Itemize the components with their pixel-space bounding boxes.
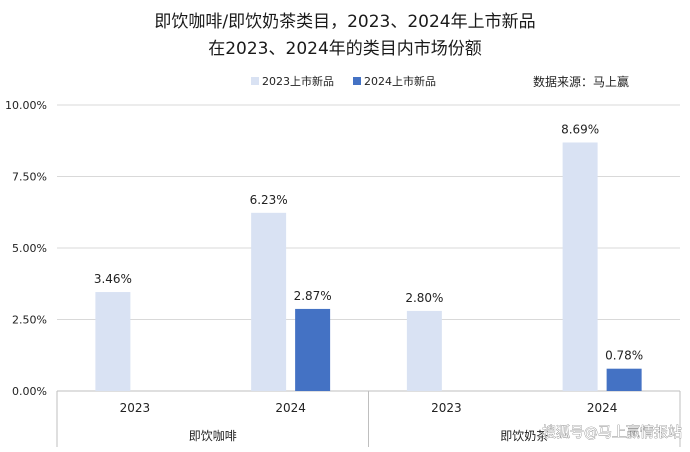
legend-label-2024: 2024上市新品 <box>364 74 436 88</box>
bar-1-0-0 <box>406 310 442 391</box>
bar-0-0-0 <box>95 292 131 391</box>
legend-swatch-2023 <box>251 77 259 85</box>
x-group-label: 即饮奶茶 <box>500 428 548 443</box>
legend-swatch-2024 <box>353 77 361 85</box>
data-label: 2.87% <box>294 289 332 303</box>
x-year-label: 2024 <box>587 401 618 415</box>
chart-title-line2: 在2023、2024年的类目内市场份额 <box>208 39 482 59</box>
data-label: 2.80% <box>405 291 443 305</box>
data-label: 8.69% <box>561 122 599 136</box>
x-year-label: 2023 <box>431 401 462 415</box>
x-axis: 2023 2024 即饮咖啡 2023 2024 即饮奶茶 <box>56 391 681 447</box>
data-label: 0.78% <box>605 349 643 363</box>
chart-title-line1: 即饮咖啡/即饮奶茶类目，2023、2024年上市新品 <box>154 12 535 32</box>
y-tick-label: 0.00% <box>12 385 47 398</box>
data-label: 6.23% <box>250 193 288 207</box>
y-tick-label: 2.50% <box>12 314 47 327</box>
bar-1-1-1 <box>606 368 642 391</box>
y-tick-label: 7.50% <box>12 171 47 184</box>
x-group-label: 即饮咖啡 <box>189 428 237 443</box>
source-note: 数据来源：马上赢 <box>533 74 629 89</box>
x-year-label: 2024 <box>275 401 306 415</box>
data-label: 3.46% <box>94 272 132 286</box>
data-labels: 3.46% 6.23% 2.87% 2.80% 8.69% 0.78% <box>94 122 643 362</box>
x-year-label: 2023 <box>120 401 151 415</box>
bar-0-1-0 <box>251 212 287 391</box>
legend: 2023上市新品 2024上市新品 <box>251 74 436 88</box>
bar-0-1-1 <box>295 308 331 391</box>
y-tick-label: 5.00% <box>12 242 47 255</box>
y-tick-label: 10.00% <box>5 99 47 112</box>
legend-label-2023: 2023上市新品 <box>262 74 334 88</box>
bars <box>95 142 642 391</box>
watermark-text: 搜狐号@马上赢情报站 <box>542 424 682 441</box>
y-axis-ticks: 0.00% 2.50% 5.00% 7.50% 10.00% <box>5 99 47 398</box>
bar-1-1-0 <box>562 142 598 391</box>
